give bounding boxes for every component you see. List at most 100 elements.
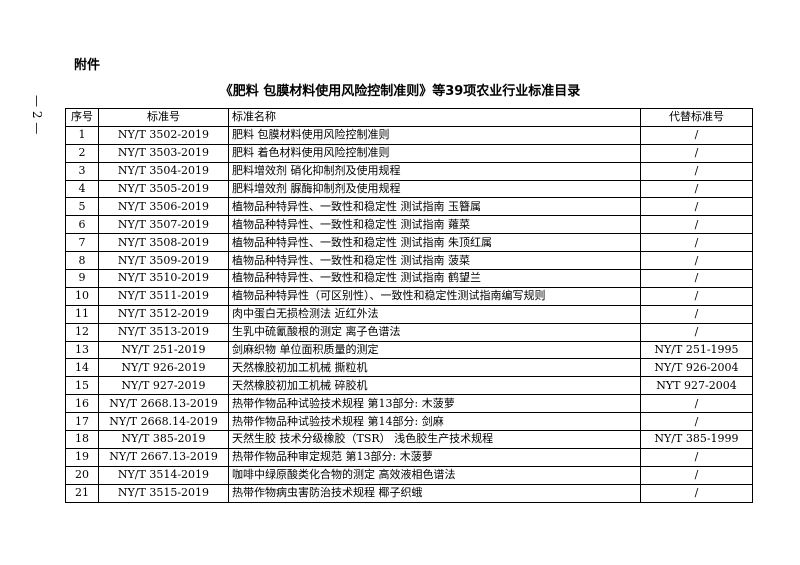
cell: / <box>640 161 753 181</box>
header-row: 序号 标准号 标准名称 代替标准号 <box>65 108 753 127</box>
table-row: 20 NY/T 3514-2019 咖啡中绿原酸类化合物的测定 高效液相色谱法 / <box>65 465 753 485</box>
table-row: 16 NY/T 2668.13-2019 热带作物品种试验技术规程 第13部分: 木… <box>65 394 753 414</box>
cell: NY/T 251-2019 <box>98 340 229 360</box>
cell: 6 <box>65 215 99 235</box>
cell: 9 <box>65 269 99 288</box>
cell: NY/T 3513-2019 <box>98 322 229 342</box>
cell: / <box>640 483 753 503</box>
cell: NYT 927-2004 <box>640 376 753 396</box>
cell: / <box>640 412 753 432</box>
cell: 代替标准号 <box>640 108 753 127</box>
cell: 植物品种特异性（可区别性）、一致性和稳定性测试指南编写规则 <box>228 286 641 306</box>
cell: NY/T 251-1995 <box>640 340 753 360</box>
cell: NY/T 3507-2019 <box>98 215 229 235</box>
cell: 5 <box>65 197 99 217</box>
table-row: 14 NY/T 926-2019 天然橡胶初加工机械 撕粒机 NY/T 926-200… <box>65 358 753 378</box>
cell: NY/T 3504-2019 <box>98 161 229 181</box>
cell: 热带作物品种试验技术规程 第14部分: 剑麻 <box>228 412 641 432</box>
cell: 3 <box>65 161 99 181</box>
table-row: 10 NY/T 3511-2019 植物品种特异性（可区别性）、一致性和稳定性测试指… <box>65 286 753 306</box>
cell: 20 <box>65 465 99 485</box>
table-row: 11 NY/T 3512-2019 肉中蛋白无损检测法 近红外法 / <box>65 304 753 324</box>
standards-table: 序号 标准号 标准名称 代替标准号 1 NY/T 3502-2019 肥料 包膜材料使用风险… <box>65 108 753 503</box>
cell: NY/T 2667.13-2019 <box>98 447 229 467</box>
cell: 标准名称 <box>228 108 641 127</box>
cell: NY/T 3508-2019 <box>98 233 229 253</box>
cell: NY/T 385-2019 <box>98 430 229 449</box>
cell: NY/T 3509-2019 <box>98 251 229 271</box>
table-row: 12 NY/T 3513-2019 生乳中硫氰酸根的测定 离子色谱法 / <box>65 322 753 342</box>
cell: 天然橡胶初加工机械 撕粒机 <box>228 358 641 378</box>
cell: 7 <box>65 233 99 253</box>
cell: / <box>640 125 753 145</box>
page-number: — 2 — <box>30 95 44 135</box>
cell: NY/T 3515-2019 <box>98 483 229 503</box>
cell: 11 <box>65 304 99 324</box>
cell: / <box>640 179 753 199</box>
cell: 天然生胶 技术分级橡胶（TSR） 浅色胶生产技术规程 <box>228 430 641 449</box>
attachment-label: 附件 <box>74 58 101 73</box>
cell: 天然橡胶初加工机械 碎胶机 <box>228 376 641 396</box>
cell: 4 <box>65 179 99 199</box>
cell: NY/T 3512-2019 <box>98 304 229 324</box>
table-row: 5 NY/T 3506-2019 植物品种特异性、一致性和稳定性 测试指南 玉簪属 / <box>65 197 753 217</box>
cell: NY/T 3505-2019 <box>98 179 229 199</box>
cell: 10 <box>65 286 99 306</box>
document-title: 《肥料 包膜材料使用风险控制准则》等39项农业行业标准目录 <box>219 84 581 99</box>
cell: NY/T 3506-2019 <box>98 197 229 217</box>
table-row: 4 NY/T 3505-2019 肥料增效剂 脲酶抑制剂及使用规程 / <box>65 179 753 199</box>
table-row: 13 NY/T 251-2019 剑麻织物 单位面积质量的测定 NY/T 251-19… <box>65 340 753 360</box>
cell: 12 <box>65 322 99 342</box>
table-row: 17 NY/T 2668.14-2019 热带作物品种试验技术规程 第14部分: 剑… <box>65 412 753 432</box>
cell: 15 <box>65 376 99 396</box>
cell: 标准号 <box>98 108 229 127</box>
cell: 17 <box>65 412 99 432</box>
table-row: 18 NY/T 385-2019 天然生胶 技术分级橡胶（TSR） 浅色胶生产技术规… <box>65 430 753 449</box>
cell: 16 <box>65 394 99 414</box>
cell: / <box>640 322 753 342</box>
cell: NY/T 2668.14-2019 <box>98 412 229 432</box>
cell: 肥料 包膜材料使用风险控制准则 <box>228 125 641 145</box>
table-row: 9 NY/T 3510-2019 植物品种特异性、一致性和稳定性 测试指南 鹤望兰 / <box>65 269 753 288</box>
table-row: 7 NY/T 3508-2019 植物品种特异性、一致性和稳定性 测试指南 朱顶红属… <box>65 233 753 253</box>
table-row: 19 NY/T 2667.13-2019 热带作物品种审定规范 第13部分: 木菠萝… <box>65 447 753 467</box>
cell: 热带作物品种审定规范 第13部分: 木菠萝 <box>228 447 641 467</box>
cell: NY/T 385-1999 <box>640 430 753 449</box>
table-row: 8 NY/T 3509-2019 植物品种特异性、一致性和稳定性 测试指南 菠菜 / <box>65 251 753 271</box>
cell: / <box>640 304 753 324</box>
cell: 植物品种特异性、一致性和稳定性 测试指南 鹤望兰 <box>228 269 641 288</box>
table-row: 3 NY/T 3504-2019 肥料增效剂 硝化抑制剂及使用规程 / <box>65 161 753 181</box>
cell: 肥料 着色材料使用风险控制准则 <box>228 143 641 163</box>
cell: 14 <box>65 358 99 378</box>
cell: 咖啡中绿原酸类化合物的测定 高效液相色谱法 <box>228 465 641 485</box>
cell: 肥料增效剂 脲酶抑制剂及使用规程 <box>228 179 641 199</box>
cell: 序号 <box>65 108 99 127</box>
cell: / <box>640 394 753 414</box>
cell: NY/T 3502-2019 <box>98 125 229 145</box>
cell: / <box>640 447 753 467</box>
cell: 2 <box>65 143 99 163</box>
cell: NY/T 926-2004 <box>640 358 753 378</box>
table-row: 6 NY/T 3507-2019 植物品种特异性、一致性和稳定性 测试指南 蕹菜 / <box>65 215 753 235</box>
cell: 13 <box>65 340 99 360</box>
cell: 肉中蛋白无损检测法 近红外法 <box>228 304 641 324</box>
table-row: 1 NY/T 3502-2019 肥料 包膜材料使用风险控制准则 / <box>65 125 753 145</box>
cell: / <box>640 269 753 288</box>
table-row: 15 NY/T 927-2019 天然橡胶初加工机械 碎胶机 NYT 927-2004 <box>65 376 753 396</box>
cell: / <box>640 251 753 271</box>
cell: NY/T 3514-2019 <box>98 465 229 485</box>
cell: 21 <box>65 483 99 503</box>
cell: / <box>640 286 753 306</box>
cell: NY/T 3511-2019 <box>98 286 229 306</box>
cell: 植物品种特异性、一致性和稳定性 测试指南 菠菜 <box>228 251 641 271</box>
cell: / <box>640 143 753 163</box>
table-row: 21 NY/T 3515-2019 热带作物病虫害防治技术规程 椰子织蛾 / <box>65 483 753 503</box>
cell: NY/T 927-2019 <box>98 376 229 396</box>
cell: 生乳中硫氰酸根的测定 离子色谱法 <box>228 322 641 342</box>
cell: 剑麻织物 单位面积质量的测定 <box>228 340 641 360</box>
cell: 植物品种特异性、一致性和稳定性 测试指南 蕹菜 <box>228 215 641 235</box>
cell: NY/T 926-2019 <box>98 358 229 378</box>
table-row: 2 NY/T 3503-2019 肥料 着色材料使用风险控制准则 / <box>65 143 753 163</box>
cell: / <box>640 233 753 253</box>
